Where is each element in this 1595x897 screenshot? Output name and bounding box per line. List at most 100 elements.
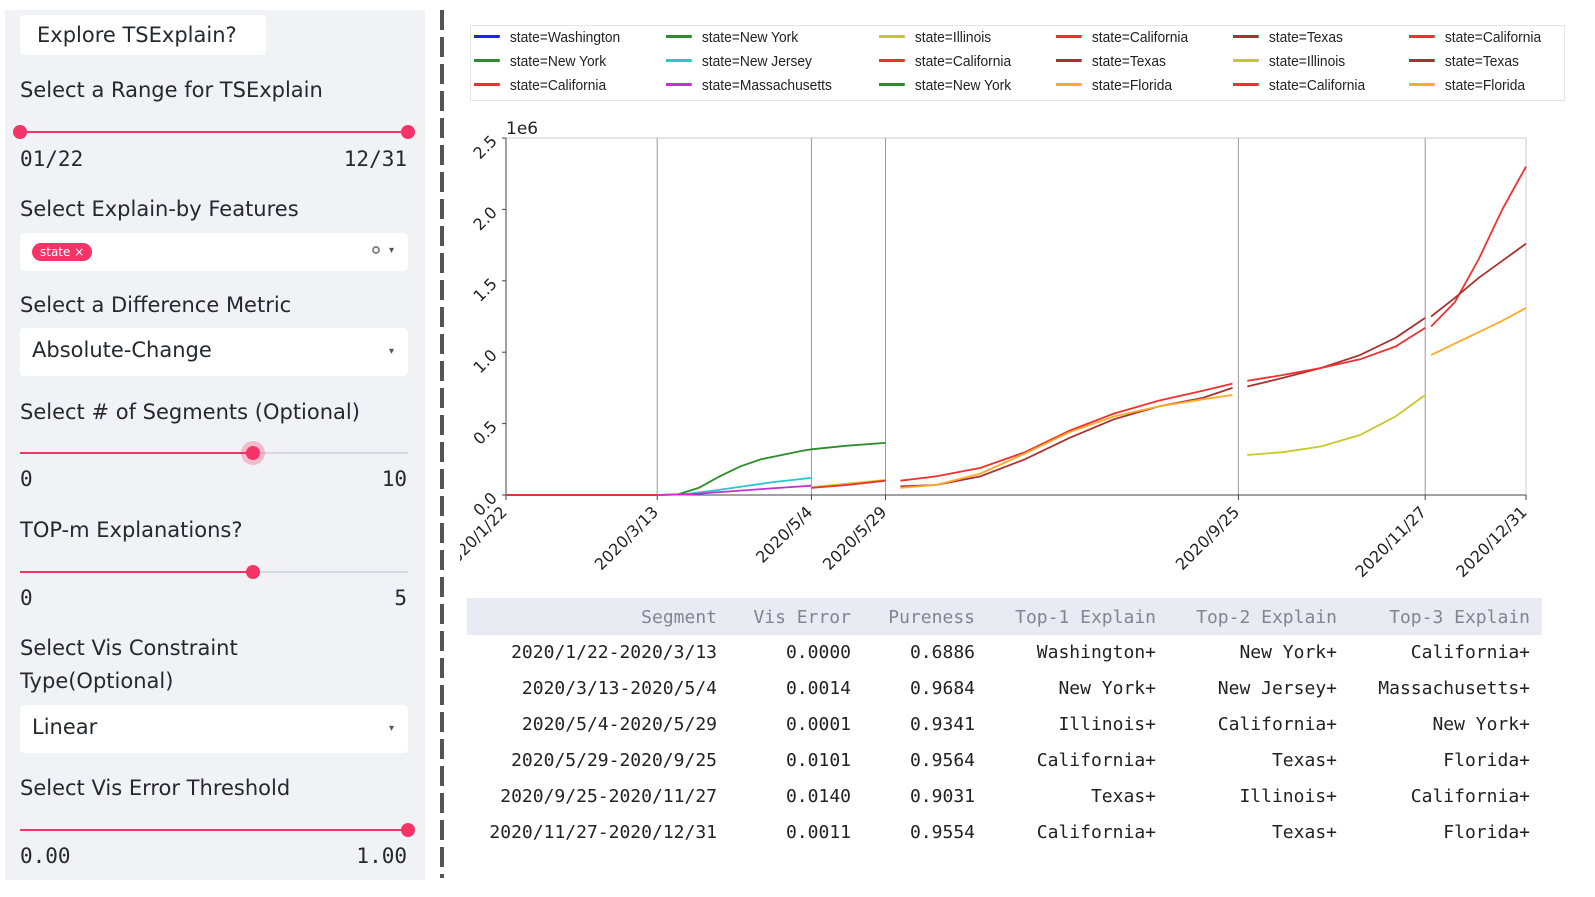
legend-item[interactable]: state=New York — [879, 77, 1011, 94]
legend-label: state=Florida — [1091, 77, 1173, 94]
cell-top1-explain: Texas+ — [1090, 786, 1156, 807]
x-tick-label: 2020/11/27 — [1351, 502, 1430, 581]
topm-slider-thumb[interactable] — [246, 565, 260, 579]
legend-item[interactable]: state=California — [1409, 29, 1541, 46]
legend-item[interactable]: state=California — [879, 53, 1011, 70]
cell-vis-error: 0.0101 — [785, 750, 851, 771]
segments-slider-track[interactable] — [253, 452, 408, 454]
column-header-top2-explain[interactable]: Top-2 Explain — [1196, 607, 1337, 628]
y-tick-label: 1.0 — [469, 346, 500, 377]
y-tick-label: 2.5 — [469, 131, 500, 162]
topm-min-value: 0 — [20, 586, 33, 610]
cell-top3-explain: Florida+ — [1443, 750, 1530, 771]
legend-item[interactable]: state=New York — [666, 29, 798, 46]
legend-item[interactable]: state=California — [474, 77, 606, 94]
legend-label: state=California — [1268, 77, 1366, 94]
legend-swatch — [879, 59, 905, 63]
explore-tsexplain-button[interactable]: Explore TSExplain? — [20, 15, 266, 55]
column-header-top1-explain[interactable]: Top-1 Explain — [1015, 607, 1156, 628]
clear-icon[interactable] — [372, 246, 380, 254]
threshold-slider-thumb[interactable] — [401, 823, 415, 837]
cell-segment: 2020/1/22-2020/3/13 — [511, 642, 717, 663]
cell-top2-explain: Illinois+ — [1239, 786, 1337, 807]
legend-label: state=Washington — [509, 29, 621, 46]
range-slider-end-thumb[interactable] — [401, 125, 415, 139]
cell-top1-explain: New York+ — [1058, 678, 1156, 699]
cell-vis-error: 0.0011 — [785, 822, 851, 843]
legend-item[interactable]: state=Texas — [1409, 53, 1519, 70]
x-tick-label: 2020/5/29 — [819, 502, 890, 573]
features-label: Select Explain-by Features — [20, 197, 299, 221]
chevron-down-icon: ▾ — [388, 346, 394, 357]
table-row: 2020/9/25-2020/11/27 0.0140 0.9031 Texas+ Il… — [467, 779, 1542, 815]
segments-slider-fill[interactable] — [20, 452, 253, 454]
column-header-pureness[interactable]: Pureness — [888, 607, 975, 628]
legend-item[interactable]: state=California — [1056, 29, 1188, 46]
legend-label: state=Florida — [1444, 77, 1526, 94]
legend-label: state=Massachusetts — [701, 77, 832, 94]
segments-slider-thumb[interactable] — [246, 446, 260, 460]
y-tick-label: 0.5 — [469, 417, 500, 448]
legend-swatch — [666, 83, 692, 87]
metric-select[interactable]: Absolute-Change ▾ — [20, 328, 408, 376]
x-tick-label: 2020/12/31 — [1452, 502, 1531, 581]
legend-swatch — [879, 35, 905, 39]
legend-item[interactable]: state=California — [1233, 77, 1365, 94]
series-line — [900, 394, 1233, 489]
legend-label: state=Illinois — [914, 29, 992, 46]
legend-item[interactable]: state=Florida — [1409, 77, 1525, 94]
y-tick-label: 1.5 — [469, 274, 500, 305]
y-tick-label: 2.0 — [469, 203, 500, 234]
series-line — [811, 479, 886, 488]
legend-item[interactable]: state=Illinois — [879, 29, 991, 46]
legend-swatch — [1409, 35, 1435, 39]
feature-tag[interactable]: state × — [32, 243, 93, 261]
legend-swatch — [1233, 83, 1259, 87]
y-offset-label: 1e6 — [506, 119, 538, 139]
table-row: 2020/5/29-2020/9/25 0.0101 0.9564 Californi… — [467, 743, 1542, 779]
range-slider-track[interactable] — [20, 131, 408, 133]
legend-item[interactable]: state=Texas — [1233, 29, 1343, 46]
threshold-slider-track[interactable] — [20, 829, 408, 831]
legend-item[interactable]: state=Florida — [1056, 77, 1172, 94]
legend-swatch — [474, 35, 500, 39]
legend-label: state=Illinois — [1268, 53, 1346, 70]
topm-slider-fill[interactable] — [20, 571, 253, 573]
column-header-vis-error[interactable]: Vis Error — [753, 607, 851, 628]
features-multiselect[interactable]: state × ▾ — [20, 233, 408, 271]
topm-max-value: 5 — [394, 586, 407, 610]
legend-item[interactable]: state=Massachusetts — [666, 77, 832, 94]
constraint-label-line1: Select Vis Constraint — [20, 636, 238, 660]
cell-top2-explain: New York+ — [1239, 642, 1337, 663]
constraint-select[interactable]: Linear ▾ — [20, 705, 408, 753]
x-tick-label: 2020/3/13 — [591, 502, 662, 573]
legend-item[interactable]: state=New Jersey — [666, 53, 812, 70]
column-header-top3-explain[interactable]: Top-3 Explain — [1389, 607, 1530, 628]
legend-swatch — [1056, 35, 1082, 39]
table-row: 2020/3/13-2020/5/4 0.0014 0.9684 New York+ N… — [467, 671, 1542, 707]
legend-item[interactable]: state=New York — [474, 53, 606, 70]
legend-label: state=Texas — [1268, 29, 1343, 46]
column-header-segment[interactable]: Segment — [641, 607, 717, 628]
cell-segment: 2020/9/25-2020/11/27 — [500, 786, 717, 807]
series-line — [900, 387, 1233, 488]
cell-top3-explain: California+ — [1410, 642, 1530, 663]
chevron-down-icon[interactable]: ▾ — [388, 245, 394, 256]
legend-item[interactable]: state=Texas — [1056, 53, 1166, 70]
topm-slider-track[interactable] — [253, 571, 408, 573]
metric-label: Select a Difference Metric — [20, 293, 292, 317]
legend-swatch — [474, 59, 500, 63]
cell-segment: 2020/11/27-2020/12/31 — [489, 822, 717, 843]
range-slider-start-thumb[interactable] — [13, 125, 27, 139]
legend-item[interactable]: state=Illinois — [1233, 53, 1345, 70]
metric-select-value: Absolute-Change — [32, 338, 212, 362]
legend-label: state=New York — [509, 53, 607, 70]
legend-item[interactable]: state=Washington — [474, 29, 620, 46]
legend-swatch — [666, 35, 692, 39]
legend-swatch — [474, 83, 500, 87]
tag-remove-icon[interactable]: × — [74, 245, 85, 259]
table-row: 2020/1/22-2020/3/13 0.0000 0.6886 Washingto… — [467, 635, 1542, 671]
cell-segment: 2020/5/4-2020/5/29 — [521, 714, 717, 735]
cell-top1-explain: California+ — [1036, 822, 1156, 843]
panel-divider[interactable] — [440, 10, 444, 878]
